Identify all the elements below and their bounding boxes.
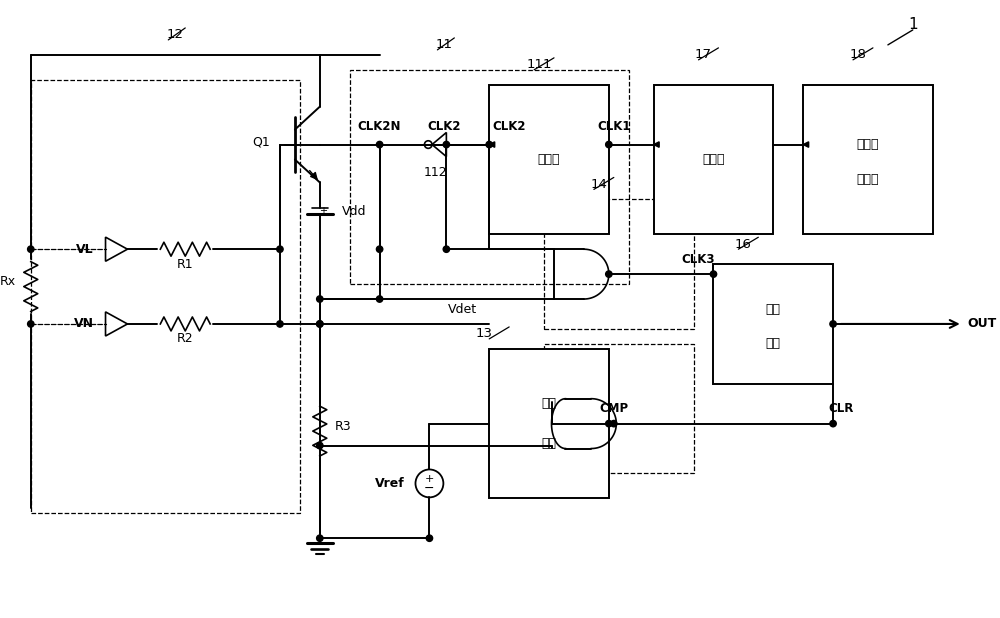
Text: 11: 11 [436, 38, 453, 51]
Circle shape [830, 321, 836, 327]
Circle shape [443, 246, 450, 252]
Text: Rx: Rx [0, 275, 16, 288]
Circle shape [317, 442, 323, 449]
Bar [350, 70, 629, 284]
Polygon shape [654, 142, 659, 147]
Text: 模块: 模块 [766, 337, 781, 350]
Text: 111: 111 [526, 58, 552, 71]
Circle shape [611, 420, 617, 427]
Text: 13: 13 [476, 328, 493, 341]
Text: 振荡器: 振荡器 [702, 153, 725, 166]
Text: VN: VN [74, 318, 94, 331]
Text: 17: 17 [695, 48, 712, 61]
Text: Vdd: Vdd [342, 205, 366, 218]
Text: 动模块: 动模块 [857, 173, 879, 186]
Bar [803, 85, 933, 234]
Text: CLK2: CLK2 [428, 120, 461, 133]
Bar [713, 264, 833, 384]
Text: 18: 18 [850, 48, 866, 61]
Circle shape [606, 271, 612, 277]
Text: OUT: OUT [968, 318, 997, 331]
Circle shape [606, 142, 612, 148]
Text: +: + [425, 474, 434, 484]
Circle shape [317, 296, 323, 302]
Bar [544, 200, 694, 329]
Text: 比较: 比较 [542, 397, 557, 410]
Bar [544, 344, 694, 473]
Text: Q1: Q1 [252, 135, 270, 148]
Text: VL: VL [76, 243, 94, 256]
Circle shape [28, 246, 34, 252]
Circle shape [606, 420, 612, 427]
Circle shape [830, 420, 836, 427]
Circle shape [710, 271, 717, 277]
Circle shape [317, 535, 323, 541]
Circle shape [426, 535, 433, 541]
Text: 112: 112 [424, 166, 447, 179]
Text: CLK1: CLK1 [597, 120, 631, 133]
Text: 1: 1 [908, 17, 918, 33]
Text: CMP: CMP [599, 402, 628, 415]
Text: 分频器: 分频器 [538, 153, 560, 166]
Text: 频率抖: 频率抖 [857, 138, 879, 151]
Circle shape [277, 321, 283, 327]
Text: −: − [424, 482, 435, 495]
Text: 14: 14 [590, 178, 607, 191]
Text: CLK2N: CLK2N [358, 120, 401, 133]
Circle shape [486, 142, 492, 148]
Text: Vref: Vref [375, 477, 405, 490]
Text: 计数: 计数 [766, 302, 781, 316]
Text: 12: 12 [167, 28, 184, 41]
Text: Vdet: Vdet [448, 302, 477, 316]
Text: R3: R3 [335, 420, 351, 433]
Circle shape [277, 246, 283, 252]
Text: R1: R1 [177, 258, 194, 271]
Circle shape [376, 296, 383, 302]
Circle shape [317, 321, 323, 327]
Text: CLR: CLR [828, 402, 854, 415]
Circle shape [28, 321, 34, 327]
Text: CLK2: CLK2 [492, 120, 526, 133]
Bar [489, 85, 609, 234]
Text: R2: R2 [177, 332, 194, 345]
Bar [654, 85, 773, 234]
Circle shape [443, 142, 450, 148]
Circle shape [376, 246, 383, 252]
Text: CLK3: CLK3 [682, 253, 715, 266]
Text: +: + [319, 206, 327, 216]
Bar [489, 349, 609, 498]
Polygon shape [489, 142, 495, 147]
Circle shape [376, 142, 383, 148]
Text: 模块: 模块 [542, 437, 557, 450]
Text: 16: 16 [735, 238, 752, 251]
Polygon shape [803, 142, 809, 147]
Bar [31, 80, 300, 514]
Circle shape [317, 321, 323, 327]
